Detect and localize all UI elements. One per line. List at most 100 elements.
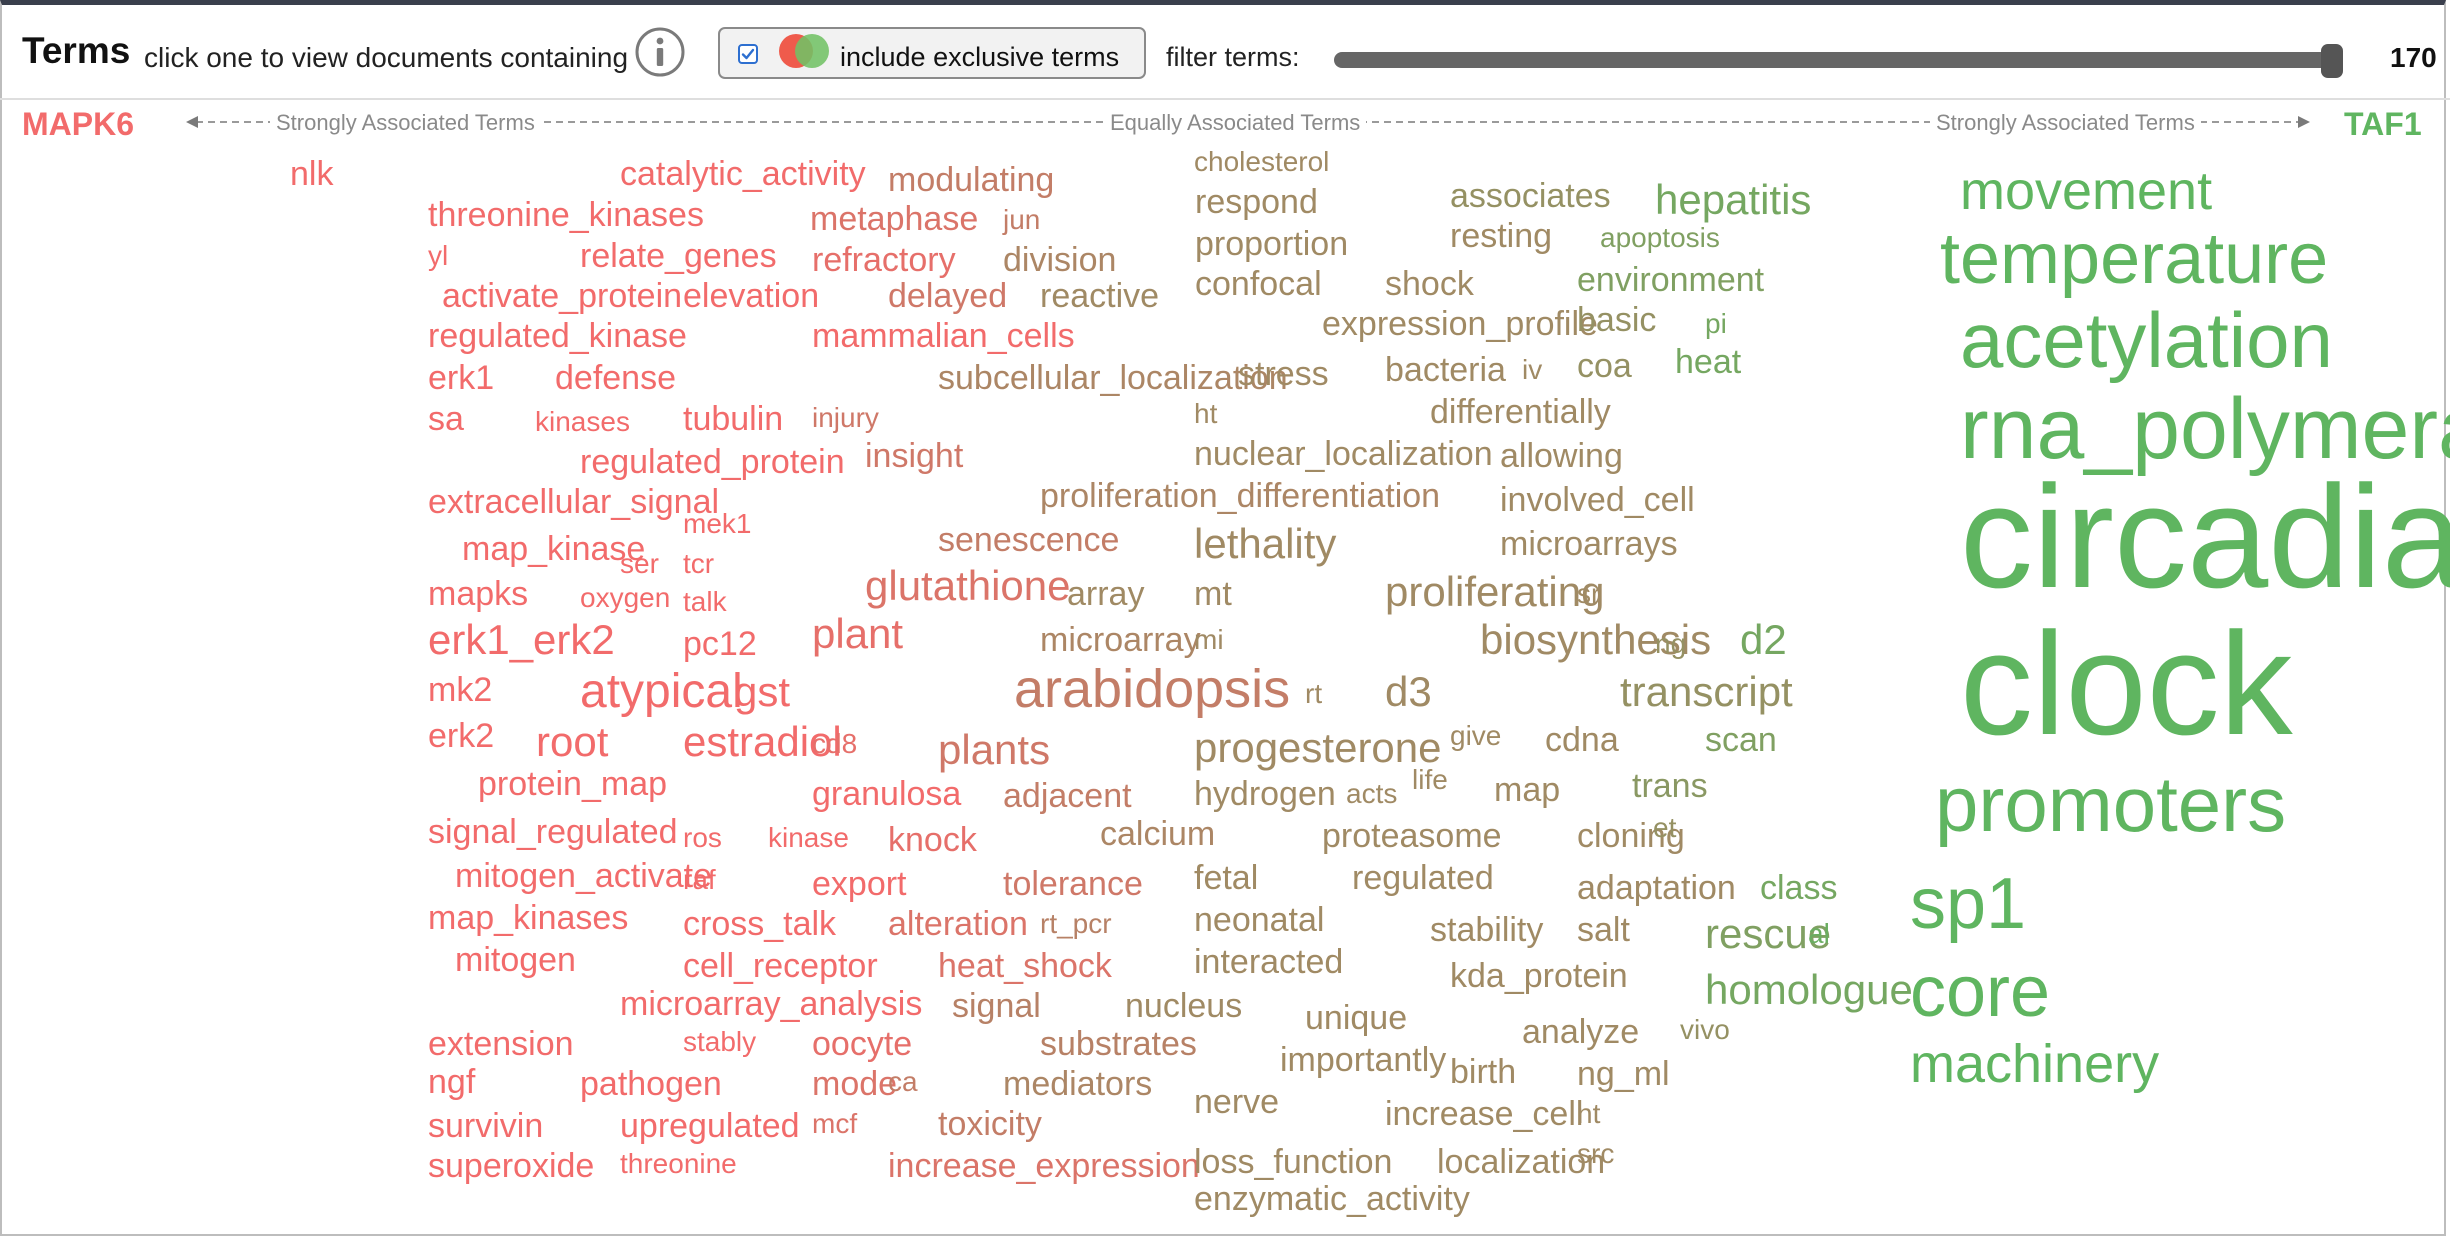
term-oocyte[interactable]: oocyte	[812, 1025, 913, 1063]
term-heat[interactable]: heat	[1675, 343, 1742, 381]
term-et[interactable]: et	[1653, 812, 1677, 843]
term-promoters[interactable]: promoters	[1935, 760, 2287, 848]
term-pi[interactable]: pi	[1705, 308, 1727, 339]
term-superoxide[interactable]: superoxide	[428, 1147, 595, 1185]
term-progesterone[interactable]: progesterone	[1194, 724, 1442, 771]
term-increase-cell[interactable]: increase_cell	[1385, 1095, 1584, 1133]
term-division[interactable]: division	[1003, 241, 1117, 279]
term-mi[interactable]: mi	[1194, 624, 1224, 655]
term-elevation[interactable]: elevation	[683, 277, 820, 315]
term-threonine[interactable]: threonine	[620, 1148, 737, 1179]
term-gst[interactable]: gst	[734, 668, 791, 715]
term-mammalian-cells[interactable]: mammalian_cells	[812, 317, 1075, 355]
term-survivin[interactable]: survivin	[428, 1107, 544, 1145]
term-jun[interactable]: jun	[1003, 204, 1041, 235]
term-upregulated[interactable]: upregulated	[620, 1107, 800, 1145]
term-map[interactable]: map	[1494, 771, 1561, 809]
term-proportion[interactable]: proportion	[1195, 225, 1349, 263]
term-confocal[interactable]: confocal	[1195, 265, 1322, 303]
term-nt[interactable]: nt	[1577, 1098, 1601, 1129]
term-mk2[interactable]: mk2	[428, 671, 493, 709]
term-regulated-protein[interactable]: regulated_protein	[580, 443, 845, 481]
term-proteasome[interactable]: proteasome	[1322, 817, 1502, 855]
term-temperature[interactable]: temperature	[1940, 219, 2329, 299]
term-class[interactable]: class	[1760, 869, 1838, 907]
term-tcr[interactable]: tcr	[683, 548, 715, 579]
term-sa[interactable]: sa	[428, 400, 464, 438]
term-ht[interactable]: ht	[1194, 398, 1218, 429]
term-acts[interactable]: acts	[1346, 778, 1398, 809]
term-nerve[interactable]: nerve	[1194, 1083, 1280, 1121]
slider-handle[interactable]	[2321, 44, 2343, 78]
term-src[interactable]: src	[1577, 1138, 1615, 1169]
term-nlk[interactable]: nlk	[290, 155, 334, 193]
term-microarrays[interactable]: microarrays	[1500, 525, 1678, 563]
term-alteration[interactable]: alteration	[888, 905, 1028, 943]
term-analyze[interactable]: analyze	[1522, 1013, 1640, 1051]
term-injury[interactable]: injury	[812, 402, 879, 433]
term-circadian[interactable]: circadian	[1960, 455, 2450, 618]
term-kinase[interactable]: kinase	[768, 822, 849, 853]
term-cross-talk[interactable]: cross_talk	[683, 905, 837, 943]
term-pathogen[interactable]: pathogen	[580, 1065, 722, 1103]
term-granulosa[interactable]: granulosa	[812, 775, 962, 813]
term-export[interactable]: export	[812, 865, 907, 903]
term-ca[interactable]: ca	[888, 1066, 918, 1097]
term-talk[interactable]: talk	[683, 586, 727, 617]
term-yl[interactable]: yl	[428, 240, 449, 271]
term-sr[interactable]: sr	[1577, 578, 1601, 609]
term-stability[interactable]: stability	[1430, 911, 1544, 949]
term-stress[interactable]: stress	[1238, 355, 1329, 393]
term-unique[interactable]: unique	[1305, 999, 1408, 1037]
term-proliferation-differentiation[interactable]: proliferation_differentiation	[1040, 477, 1441, 515]
term-insight[interactable]: insight	[865, 437, 964, 475]
term-knock[interactable]: knock	[888, 821, 977, 859]
term-homologue[interactable]: homologue	[1705, 966, 1913, 1013]
term-calcium[interactable]: calcium	[1100, 815, 1216, 853]
term-life[interactable]: life	[1412, 764, 1448, 795]
term-relate-genes[interactable]: relate_genes	[580, 237, 777, 275]
term-extension[interactable]: extension	[428, 1025, 574, 1063]
term-ngf[interactable]: ngf	[428, 1063, 476, 1101]
term-extracellular-signal[interactable]: extracellular_signal	[428, 483, 720, 521]
term-mek1[interactable]: mek1	[683, 508, 752, 539]
left-gene-label[interactable]: MAPK6	[22, 106, 135, 142]
term-modulating[interactable]: modulating	[888, 161, 1055, 199]
term-hydrogen[interactable]: hydrogen	[1194, 775, 1336, 813]
term-rt[interactable]: rt	[1305, 678, 1323, 709]
info-icon[interactable]	[634, 26, 686, 78]
term-activate-protein[interactable]: activate_protein	[442, 277, 683, 315]
term-give[interactable]: give	[1450, 720, 1502, 751]
term-mitogen-activate[interactable]: mitogen_activate	[455, 857, 713, 895]
term-protein-map[interactable]: protein_map	[478, 765, 668, 803]
term-environment[interactable]: environment	[1577, 261, 1765, 299]
term-coa[interactable]: coa	[1577, 347, 1632, 385]
term-ng-ml[interactable]: ng_ml	[1577, 1055, 1670, 1093]
term-refractory[interactable]: refractory	[812, 241, 956, 279]
term-localization[interactable]: localization	[1437, 1143, 1606, 1181]
term-nuclear-localization[interactable]: nuclear_localization	[1194, 435, 1493, 473]
term-root[interactable]: root	[536, 718, 609, 765]
term-kinases[interactable]: kinases	[535, 406, 630, 437]
term-d3[interactable]: d3	[1385, 668, 1432, 715]
term-substrates[interactable]: substrates	[1040, 1025, 1197, 1063]
term-mitogen[interactable]: mitogen	[455, 941, 576, 979]
term-regulated-kinase[interactable]: regulated_kinase	[428, 317, 687, 355]
term-mediators[interactable]: mediators	[1003, 1065, 1153, 1103]
term-differentially[interactable]: differentially	[1430, 393, 1611, 431]
term-microarray-analysis[interactable]: microarray_analysis	[620, 985, 923, 1023]
term-kda-protein[interactable]: kda_protein	[1450, 957, 1628, 995]
term-resting[interactable]: resting	[1450, 217, 1553, 255]
term-erk1[interactable]: erk1	[428, 359, 495, 397]
term-rna-polymerase[interactable]: rna_polymerase	[1960, 381, 2450, 477]
term-vivo[interactable]: vivo	[1680, 1014, 1730, 1045]
term-involved-cell[interactable]: involved_cell	[1500, 481, 1695, 519]
term-proliferating[interactable]: proliferating	[1385, 568, 1605, 615]
term-importantly[interactable]: importantly	[1280, 1041, 1447, 1079]
term-al[interactable]: al	[1808, 918, 1830, 949]
term-basic[interactable]: basic	[1577, 301, 1657, 339]
term-senescence[interactable]: senescence	[938, 521, 1120, 559]
term-metaphase[interactable]: metaphase	[810, 200, 979, 238]
term-lethality[interactable]: lethality	[1194, 520, 1337, 567]
term-erk1-erk2[interactable]: erk1_erk2	[428, 616, 615, 663]
